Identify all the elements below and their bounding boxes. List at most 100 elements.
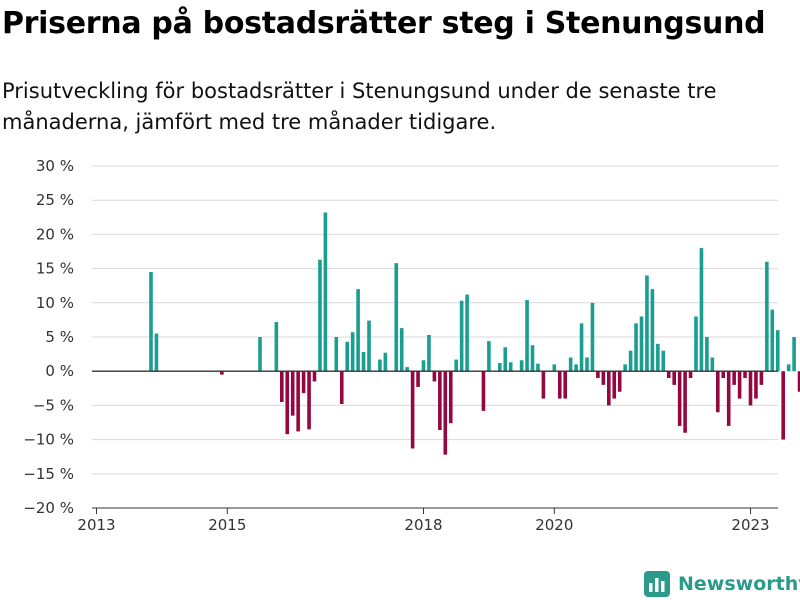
bar	[792, 337, 796, 372]
bar	[628, 350, 633, 372]
y-tick-label: 10 %	[36, 294, 74, 312]
bar	[650, 289, 655, 372]
bar	[541, 371, 546, 399]
bar	[350, 332, 355, 372]
y-tick-label: 30 %	[36, 157, 74, 175]
bar	[487, 341, 491, 372]
bar	[585, 357, 589, 372]
x-tick-label: 2020	[535, 516, 573, 534]
bar	[383, 352, 388, 372]
bar	[421, 360, 426, 372]
bar	[617, 371, 622, 392]
bar	[323, 212, 328, 372]
bar	[356, 289, 360, 372]
y-tick-label: 20 %	[36, 225, 74, 243]
bar	[677, 371, 682, 426]
bar	[552, 364, 557, 372]
newsworthy-logo-icon	[644, 571, 670, 597]
bar	[639, 316, 644, 372]
bar	[519, 360, 524, 372]
bar	[454, 359, 458, 372]
bar	[498, 362, 502, 372]
bar	[765, 261, 769, 372]
brand-name: Newsworthy	[678, 573, 800, 595]
bar	[661, 350, 666, 372]
bar	[563, 371, 567, 399]
bar	[579, 323, 584, 372]
y-tick-label: −5 %	[33, 396, 74, 414]
bar	[334, 337, 339, 372]
bar	[574, 364, 578, 372]
bar	[699, 248, 704, 372]
y-tick-label: −20 %	[23, 499, 74, 517]
x-axis: 201320152018202020232025	[77, 507, 778, 534]
bar	[154, 333, 159, 372]
bar	[443, 371, 448, 455]
bar	[405, 367, 409, 372]
bar	[481, 371, 486, 411]
bar	[339, 371, 344, 405]
bar	[710, 357, 715, 372]
bar	[312, 371, 317, 382]
bar	[737, 371, 742, 399]
bar	[688, 371, 693, 379]
bar	[645, 275, 649, 372]
bar	[296, 371, 300, 432]
bar	[748, 371, 753, 406]
bar	[694, 316, 698, 372]
bar	[759, 371, 764, 385]
bar	[285, 371, 290, 435]
bar	[399, 328, 404, 372]
bar	[508, 362, 513, 372]
bar	[797, 371, 800, 392]
bar	[607, 371, 611, 406]
bar	[459, 300, 464, 372]
bar	[274, 321, 279, 372]
y-axis-tick-labels: 30 % 25 % 20 % 15 % 10 % 5 % 0 % −5 % −10 % −15 %…	[23, 157, 74, 517]
bar	[149, 272, 153, 372]
bar	[612, 371, 617, 399]
bar	[307, 371, 311, 430]
bar	[530, 345, 535, 372]
bar	[721, 371, 726, 379]
chart-subtitle: Prisutveckling för bostadsrätter i Stenu…	[2, 79, 717, 134]
bar	[683, 371, 687, 433]
bar	[258, 337, 262, 372]
bar	[301, 371, 306, 394]
bar	[416, 371, 420, 387]
bar	[410, 371, 415, 449]
chart-title: Priserna på bostadsrätter steg i Stenung…	[2, 6, 766, 41]
bar	[536, 363, 540, 372]
y-tick-label: 25 %	[36, 191, 74, 209]
bar	[438, 371, 442, 431]
y-tick-label: 5 %	[45, 328, 74, 346]
bar	[634, 323, 638, 372]
bar	[743, 371, 747, 379]
bar	[666, 371, 671, 379]
grid-lines	[92, 165, 778, 509]
bar	[432, 371, 437, 382]
bar	[290, 371, 295, 416]
bar	[427, 334, 431, 372]
bar	[367, 320, 371, 372]
bar	[726, 371, 731, 426]
bar	[220, 371, 224, 375]
bar	[318, 259, 322, 372]
x-tick-label: 2018	[404, 516, 442, 534]
bar	[732, 371, 736, 385]
bar	[716, 371, 720, 413]
bar	[781, 371, 785, 440]
bar	[568, 357, 573, 372]
bar	[786, 364, 791, 372]
y-tick-label: 15 %	[36, 260, 74, 278]
bar	[656, 343, 660, 372]
y-tick-label: −15 %	[23, 465, 74, 483]
bar	[394, 263, 399, 372]
bar	[448, 371, 453, 424]
x-tick-label: 2023	[731, 516, 769, 534]
bar	[525, 300, 529, 372]
bar	[590, 302, 595, 372]
bar	[770, 309, 775, 372]
bar	[705, 337, 709, 372]
brand: Newsworthy	[644, 568, 800, 600]
